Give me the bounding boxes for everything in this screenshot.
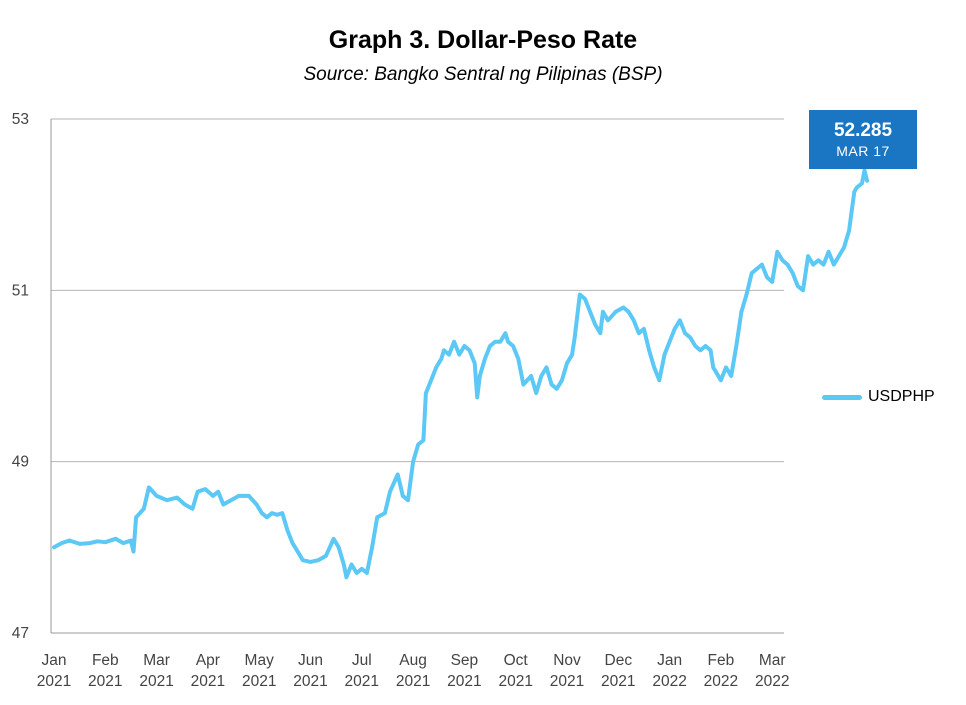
- x-tick-month: Dec: [605, 652, 633, 669]
- x-tick-month: Nov: [553, 652, 581, 669]
- x-tick-month: Feb: [92, 652, 119, 669]
- x-tick-year: 2021: [345, 673, 379, 690]
- x-tick-label: Jul 2021: [345, 652, 379, 690]
- legend-label: USDPHP: [868, 388, 935, 405]
- x-tick-month: May: [245, 652, 275, 669]
- x-tick-month: Aug: [399, 652, 427, 669]
- x-tick-year: 2021: [139, 673, 173, 690]
- x-tick-label: Dec 2021: [601, 652, 635, 690]
- y-tick-label: 51: [12, 282, 29, 299]
- y-axis-ticks: 53 51 49 47: [12, 111, 29, 642]
- x-tick-year: 2021: [88, 673, 122, 690]
- x-tick-label: Mar 2022: [755, 652, 789, 690]
- x-tick-month: Oct: [504, 652, 529, 669]
- series-line-usdphp: [52, 168, 870, 580]
- series-layer: [52, 168, 870, 580]
- x-tick-month: Jan: [657, 652, 682, 669]
- x-tick-month: Apr: [196, 652, 220, 669]
- legend-swatch: [822, 394, 862, 400]
- x-tick-label: Oct 2021: [498, 652, 532, 690]
- y-tick-label: 49: [12, 454, 29, 471]
- x-tick-label: Jun 2021: [293, 652, 327, 690]
- y-tick-label: 47: [12, 625, 29, 642]
- x-tick-label: Mar 2021: [139, 652, 173, 690]
- x-tick-month: Feb: [708, 652, 735, 669]
- x-axis-ticks: Jan 2021 Feb 2021 Mar 2021 Apr 2021 May 2021 Jun 20…: [37, 652, 790, 690]
- x-tick-year: 2021: [498, 673, 532, 690]
- x-tick-month: Sep: [451, 652, 479, 669]
- x-tick-label: Sep 2021: [447, 652, 481, 690]
- x-tick-label: Jan 2021: [37, 652, 71, 690]
- x-tick-label: Feb 2021: [88, 652, 122, 690]
- x-tick-label: Jan 2022: [652, 652, 686, 690]
- x-tick-year: 2022: [704, 673, 738, 690]
- x-tick-label: May 2021: [242, 652, 276, 690]
- x-tick-year: 2021: [37, 673, 71, 690]
- y-tick-label: 53: [12, 111, 29, 128]
- chart-title: Graph 3. Dollar-Peso Rate: [328, 26, 638, 54]
- x-tick-month: Jul: [352, 652, 372, 669]
- x-tick-month: Jan: [42, 652, 67, 669]
- x-tick-year: 2022: [755, 673, 789, 690]
- x-tick-year: 2021: [293, 673, 327, 690]
- x-tick-year: 2021: [550, 673, 584, 690]
- x-tick-label: Aug 2021: [396, 652, 430, 690]
- x-tick-year: 2021: [447, 673, 481, 690]
- latest-value: 52.285: [833, 120, 893, 141]
- x-tick-label: Feb 2022: [704, 652, 738, 690]
- x-tick-label: Apr 2021: [191, 652, 225, 690]
- x-tick-month: Mar: [143, 652, 170, 669]
- chart-subtitle: Source: Bangko Sentral ng Pilipinas (BSP…: [303, 64, 663, 85]
- x-tick-year: 2021: [191, 673, 225, 690]
- legend: USDPHP: [822, 388, 935, 406]
- x-tick-year: 2021: [601, 673, 635, 690]
- x-tick-month: Jun: [298, 652, 323, 669]
- x-tick-label: Nov 2021: [550, 652, 584, 690]
- latest-date: MAR 17: [836, 143, 890, 159]
- x-tick-year: 2021: [396, 673, 430, 690]
- x-tick-year: 2021: [242, 673, 276, 690]
- axes: [50, 119, 784, 634]
- latest-value-callout: 52.285 MAR 17: [809, 110, 917, 169]
- x-tick-year: 2022: [652, 673, 686, 690]
- grid-lines: [51, 118, 784, 463]
- x-tick-month: Mar: [759, 652, 786, 669]
